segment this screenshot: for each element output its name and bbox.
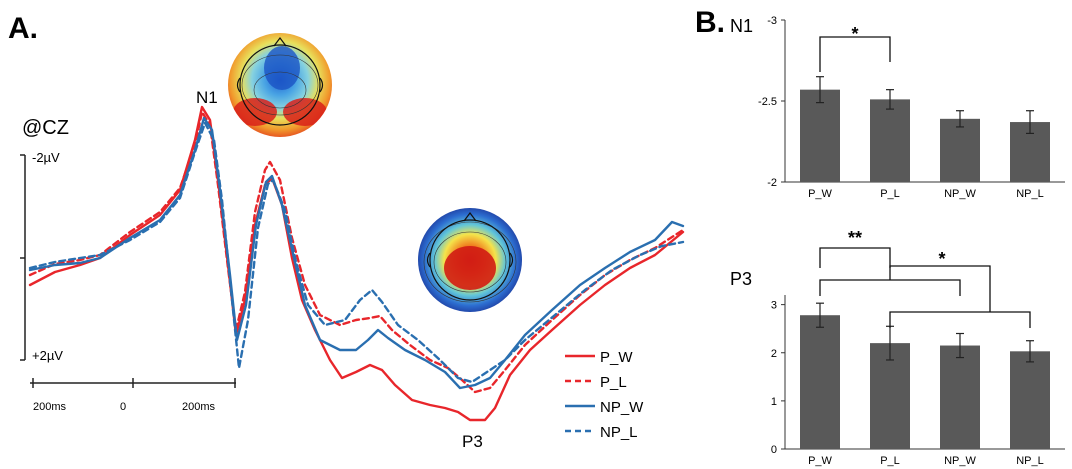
time-tick-label: 200ms — [33, 401, 67, 413]
time-tick-label: 200ms — [182, 401, 216, 413]
n1-bar-chart: -3 -2.5 -2 P_W P_L NP_W NP_L * — [758, 15, 1065, 200]
erp-line-np-l — [28, 121, 685, 384]
significance-bracket — [819, 247, 891, 268]
legend-label: P_L — [600, 374, 627, 391]
erp-line-p-w — [28, 105, 685, 422]
scale-bottom-label: +2µV — [32, 348, 63, 363]
n1-chart-title: N1 — [730, 16, 753, 36]
x-tick-label: P_W — [808, 455, 832, 467]
topomap-n1 — [228, 33, 332, 137]
bar-np-w — [940, 345, 980, 449]
bar-p-w — [800, 89, 840, 182]
time-axis: 200ms 0 200ms — [30, 378, 236, 413]
scale-top-label: -2µV — [32, 150, 60, 165]
topomap-p3 — [418, 208, 522, 312]
bar-np-w — [940, 118, 980, 182]
significance-bracket — [889, 311, 1031, 328]
bar-p-l — [870, 99, 910, 182]
p3-peak-label: P3 — [462, 432, 483, 451]
significance-bracket — [889, 265, 991, 312]
x-tick-label: P_W — [808, 188, 832, 200]
legend-label: NP_W — [600, 399, 644, 416]
erp-lines — [28, 105, 685, 422]
bar-p-l — [870, 343, 910, 449]
significance-label: ** — [848, 228, 862, 248]
legend-label: P_W — [600, 349, 633, 366]
erp-line-np-w — [28, 116, 685, 390]
legend-label: NP_L — [600, 424, 638, 441]
erp-legend: P_W P_L NP_W NP_L — [565, 349, 644, 441]
bar-np-l — [1010, 351, 1050, 449]
x-tick-label: NP_L — [1016, 188, 1044, 200]
y-tick-label: 2 — [771, 348, 777, 360]
x-tick-label: NP_W — [944, 188, 976, 200]
bar-p-w — [800, 315, 840, 449]
x-tick-label: P_L — [880, 455, 900, 467]
panel-b-letter: B. — [695, 6, 725, 39]
p3-chart-title: P3 — [730, 269, 752, 289]
x-tick-label: P_L — [880, 188, 900, 200]
n1-peak-label: N1 — [196, 88, 218, 107]
significance-bracket — [819, 36, 891, 72]
y-tick-label: 3 — [771, 300, 777, 312]
time-tick-label: 0 — [120, 401, 126, 413]
y-tick-label: -3 — [767, 15, 777, 27]
y-tick-label: 1 — [771, 396, 777, 408]
y-tick-label: -2 — [767, 177, 777, 189]
channel-label: @CZ — [22, 117, 69, 139]
panel-a-letter: A. — [8, 12, 38, 45]
erp-line-p-l — [28, 110, 685, 394]
x-tick-label: NP_W — [944, 455, 976, 467]
x-tick-label: NP_L — [1016, 455, 1044, 467]
y-tick-label: 0 — [771, 444, 777, 456]
amplitude-scale: -2µV +2µV — [20, 150, 63, 363]
y-tick-label: -2.5 — [758, 96, 777, 108]
significance-bracket — [819, 279, 961, 296]
significance-label: * — [938, 249, 945, 269]
significance-label: * — [851, 24, 858, 44]
